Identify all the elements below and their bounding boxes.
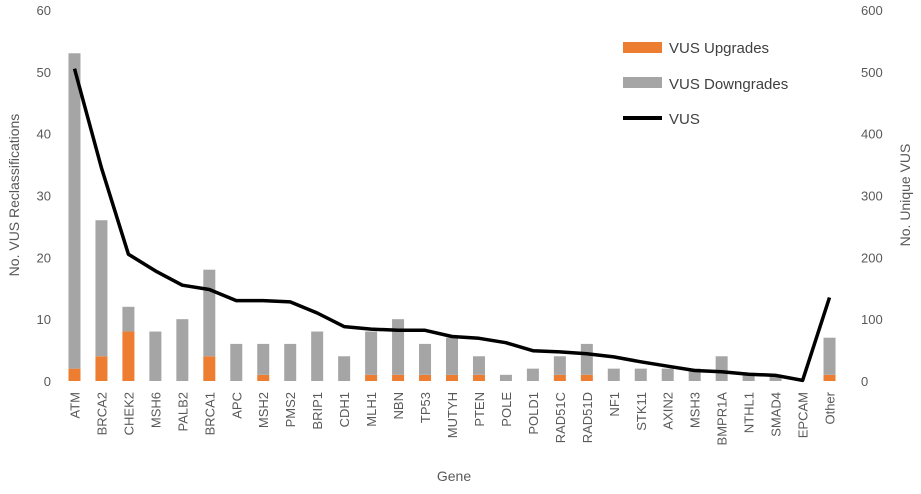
x-tick-label-pms2: PMS2 xyxy=(283,392,298,427)
legend-label-upgrades: VUS Upgrades xyxy=(669,40,769,57)
bar-downgrades-cdh1 xyxy=(338,356,350,381)
bar-upgrades-mlh1 xyxy=(365,375,377,381)
bar-downgrades-brip1 xyxy=(311,332,323,381)
left-tick-label: 30 xyxy=(37,189,51,204)
x-tick-label-nf1: NF1 xyxy=(607,392,622,417)
x-tick-label-axin2: AXIN2 xyxy=(661,392,676,430)
bar-downgrades-bmpr1a xyxy=(716,356,728,381)
right-tick-label: 600 xyxy=(861,3,883,18)
bar-downgrades-mutyh xyxy=(446,338,458,375)
x-tick-label-cdh1: CDH1 xyxy=(337,392,352,427)
y-axis-right-title: No. Unique VUS xyxy=(897,144,913,247)
bar-upgrades-brca1 xyxy=(203,356,215,381)
right-axis-ticks: 0 100 200 300 400 500 600 xyxy=(861,3,883,389)
bar-downgrades-rad51c xyxy=(554,356,566,375)
x-tick-label-pole: POLE xyxy=(499,392,514,427)
bar-downgrades-apc xyxy=(230,344,242,381)
bar-downgrades-tp53 xyxy=(419,344,431,375)
legend: VUS Upgrades VUS Downgrades VUS xyxy=(623,40,788,128)
x-tick-label-msh2: MSH2 xyxy=(256,392,271,428)
x-axis-ticks: ATM BRCA2 CHEK2 MSH6 PALB2 BRCA1 APC MSH2 PMS2 BR… xyxy=(67,391,837,445)
bar-downgrades-pms2 xyxy=(284,344,296,381)
left-tick-label: 0 xyxy=(44,374,51,389)
x-tick-label-nbn: NBN xyxy=(391,392,406,419)
bar-downgrades-brca1 xyxy=(203,270,215,357)
x-tick-label-msh6: MSH6 xyxy=(148,392,163,428)
bar-downgrades-msh6 xyxy=(149,332,161,381)
legend-swatch-downgrades xyxy=(623,77,662,88)
x-tick-label-brca2: BRCA2 xyxy=(94,392,109,435)
legend-swatch-upgrades xyxy=(623,42,662,53)
x-tick-label-apc: APC xyxy=(229,392,244,419)
bar-downgrades-pole xyxy=(500,375,512,381)
bar-upgrades-rad51d xyxy=(581,375,593,381)
bar-upgrades-atm xyxy=(68,369,80,381)
x-tick-label-stk11: STK11 xyxy=(634,392,649,431)
bar-upgrades-tp53 xyxy=(419,375,431,381)
bars-layer xyxy=(68,53,835,381)
right-tick-label: 400 xyxy=(861,127,883,142)
x-tick-label-rad51d: RAD51D xyxy=(580,392,595,443)
x-tick-label-chek2: CHEK2 xyxy=(121,392,136,435)
left-tick-label: 10 xyxy=(37,312,51,327)
bar-upgrades-mutyh xyxy=(446,375,458,381)
x-tick-label-mutyh: MUTYH xyxy=(445,392,460,438)
left-tick-label: 60 xyxy=(37,3,51,18)
x-tick-label-epcam: EPCAM xyxy=(796,392,811,438)
y-axis-left-title: No. VUS Reclassifications xyxy=(6,114,22,277)
x-tick-label-brip1: BRIP1 xyxy=(310,392,325,430)
right-tick-label: 300 xyxy=(861,189,883,204)
bar-downgrades-mlh1 xyxy=(365,332,377,375)
left-tick-label: 40 xyxy=(37,127,51,142)
x-tick-label-mlh1: MLH1 xyxy=(364,392,379,427)
right-tick-label: 500 xyxy=(861,65,883,80)
bar-downgrades-axin2 xyxy=(662,369,674,381)
x-tick-label-tp53: TP53 xyxy=(418,392,433,423)
legend-label-downgrades: VUS Downgrades xyxy=(669,76,788,93)
right-tick-label: 100 xyxy=(861,312,883,327)
legend-label-vus: VUS xyxy=(669,111,700,128)
bar-downgrades-rad51d xyxy=(581,344,593,375)
bar-downgrades-chek2 xyxy=(122,307,134,332)
right-tick-label: 0 xyxy=(861,374,868,389)
x-tick-label-rad51c: RAD51C xyxy=(553,392,568,443)
bar-downgrades-stk11 xyxy=(635,369,647,381)
x-tick-label-smad4: SMAD4 xyxy=(769,392,784,437)
bar-downgrades-brca2 xyxy=(95,220,107,356)
bar-downgrades-other xyxy=(824,338,836,375)
x-tick-label-brca1: BRCA1 xyxy=(202,392,217,435)
x-tick-label-palb2: PALB2 xyxy=(175,392,190,432)
x-tick-label-other: Other xyxy=(823,391,838,424)
left-tick-label: 20 xyxy=(37,250,51,265)
bar-upgrades-brca2 xyxy=(95,356,107,381)
right-tick-label: 200 xyxy=(861,250,883,265)
left-tick-label: 50 xyxy=(37,65,51,80)
bar-upgrades-msh2 xyxy=(257,375,269,381)
bar-upgrades-nbn xyxy=(392,375,404,381)
bar-downgrades-nbn xyxy=(392,319,404,375)
bar-downgrades-msh2 xyxy=(257,344,269,375)
x-tick-label-msh3: MSH3 xyxy=(688,392,703,428)
x-tick-label-atm: ATM xyxy=(67,392,82,418)
bar-downgrades-pten xyxy=(473,356,485,375)
bar-downgrades-palb2 xyxy=(176,319,188,381)
bar-upgrades-pten xyxy=(473,375,485,381)
bar-downgrades-nf1 xyxy=(608,369,620,381)
bar-upgrades-other xyxy=(824,375,836,381)
x-tick-label-pten: PTEN xyxy=(472,392,487,427)
bar-upgrades-rad51c xyxy=(554,375,566,381)
left-axis-ticks: 0 10 20 30 40 50 60 xyxy=(37,3,51,389)
bar-upgrades-chek2 xyxy=(122,332,134,381)
x-tick-label-nthl1: NTHL1 xyxy=(742,392,757,433)
bar-downgrades-pold1 xyxy=(527,369,539,381)
x-tick-label-pold1: POLD1 xyxy=(526,392,541,435)
bar-downgrades-atm xyxy=(68,53,80,368)
x-tick-label-bmpr1a: BMPR1A xyxy=(715,392,730,446)
x-axis-title: Gene xyxy=(437,468,471,484)
